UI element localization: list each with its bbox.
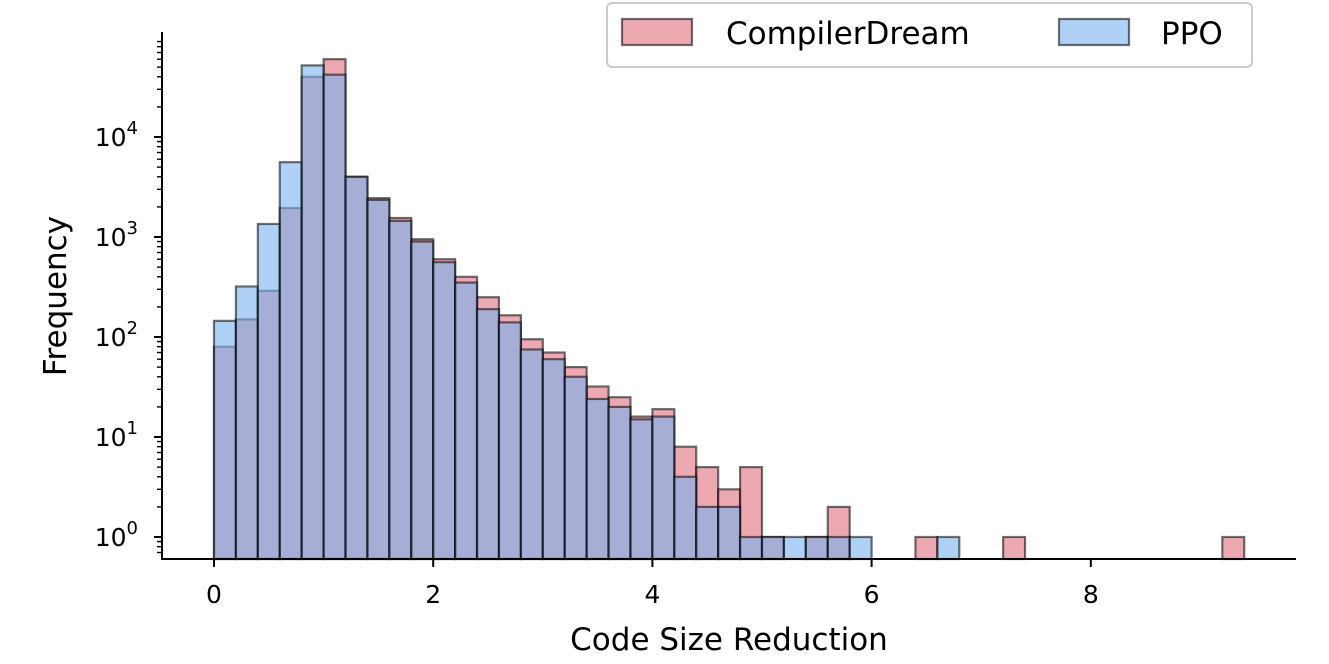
ppo-bar-3	[278, 161, 303, 561]
ppo-bar-14	[519, 348, 544, 561]
ppo-bar-13	[497, 321, 522, 561]
ppo-bar-15	[541, 358, 566, 561]
y-minor-ticks	[157, 40, 162, 554]
ppo-bar-22	[695, 505, 720, 561]
x-tick-label-4: 8	[1083, 580, 1099, 609]
legend: CompilerDream PPO	[606, 2, 1253, 68]
x-ticks: 0 2 4 6 8	[206, 559, 1099, 609]
ppo-bar-12	[475, 308, 501, 561]
compilerdream-bar-29	[1002, 535, 1027, 561]
ppo-bar-26	[782, 535, 807, 561]
ppo-bar-29	[848, 535, 873, 561]
ppo-bar-16	[563, 375, 588, 561]
y-tick-label-4: 104	[95, 118, 138, 152]
ppo-bar-25	[760, 535, 786, 561]
legend-swatch-compilerdream	[620, 17, 694, 47]
legend-swatch-ppo	[1057, 17, 1131, 47]
ppo-bar-9	[410, 240, 435, 561]
y-tick-label-1: 101	[95, 418, 138, 452]
legend-label-ppo: PPO	[1161, 16, 1223, 52]
ppo-bar-4	[300, 64, 325, 561]
y-tick-label-3: 103	[95, 218, 138, 252]
legend-label-compilerdream: CompilerDream	[726, 16, 970, 52]
ppo-bars	[212, 64, 961, 561]
ppo-bar-17	[585, 397, 610, 561]
ppo-bar-20	[651, 415, 676, 561]
y-tick-label-2: 102	[95, 318, 138, 352]
ppo-bar-1	[234, 285, 259, 561]
ppo-bar-18	[607, 405, 632, 561]
ppo-bar-21	[673, 475, 698, 561]
ppo-bar-7	[366, 198, 391, 561]
ppo-bar-0	[212, 319, 238, 561]
y-axis-label: Frequency	[38, 216, 74, 376]
ppo-bar-19	[629, 418, 654, 561]
ppo-bar-10	[432, 261, 457, 561]
x-tick-label-3: 6	[864, 580, 880, 609]
x-tick-label-2: 4	[644, 580, 660, 609]
x-tick-label-0: 0	[206, 580, 222, 609]
ppo-bar-8	[388, 219, 413, 561]
ppo-bar-28	[826, 535, 851, 561]
ppo-bar-27	[804, 535, 829, 561]
y-tick-label-0: 100	[95, 518, 138, 552]
ppo-bar-23	[717, 505, 742, 561]
compilerdream-bar-30	[1221, 535, 1246, 561]
ppo-bar-5	[322, 73, 347, 561]
ppo-bar-30	[936, 535, 961, 561]
x-tick-label-1: 2	[425, 580, 441, 609]
ppo-bar-6	[344, 175, 369, 561]
ppo-bar-24	[738, 535, 764, 561]
compilerdream-bar-28	[914, 535, 939, 561]
axes	[161, 32, 1296, 560]
y-ticks: 100 101 102 103 104	[95, 118, 162, 552]
x-axis-label: Code Size Reduction	[570, 622, 888, 658]
ppo-bar-2	[256, 222, 281, 561]
ppo-bar-11	[454, 281, 479, 561]
